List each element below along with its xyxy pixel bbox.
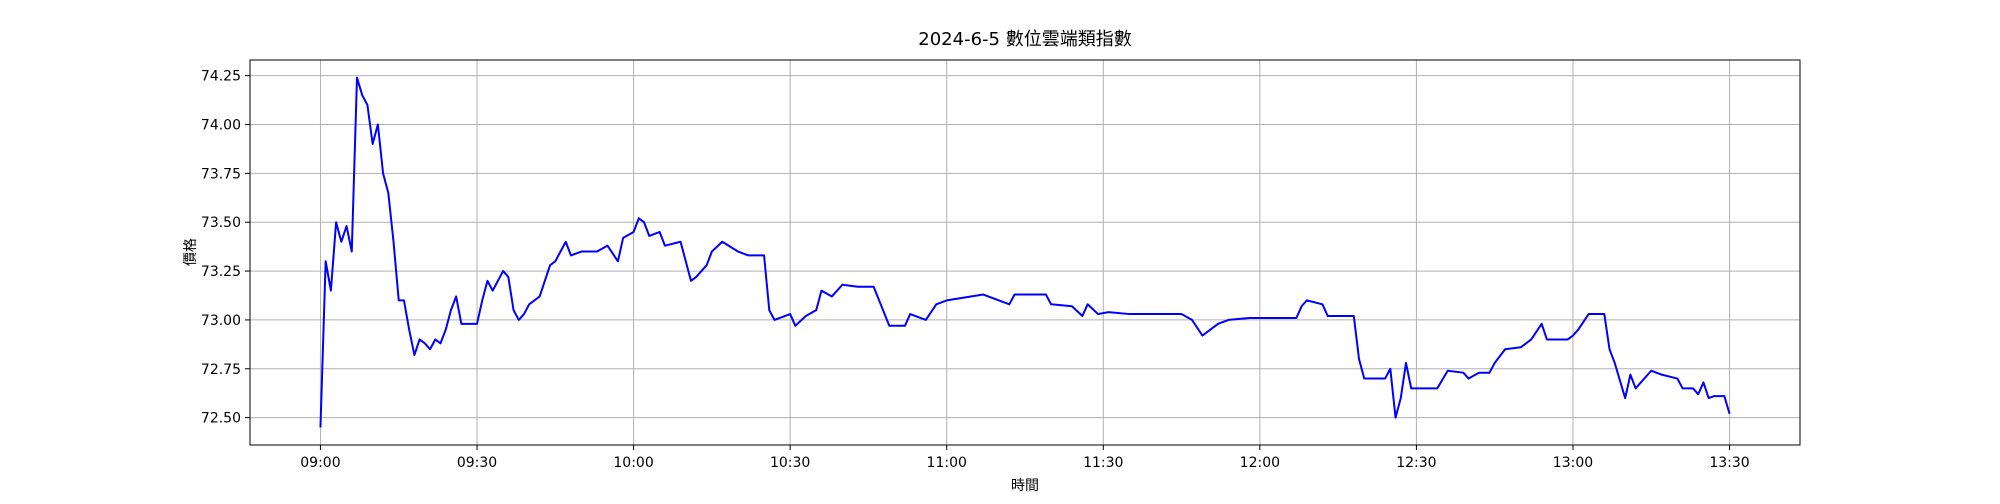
x-tick-label: 12:00 [1240,455,1280,471]
x-tick-label: 10:30 [770,455,810,471]
price-line [319,76,1731,428]
x-tick-label: 11:00 [927,455,967,471]
x-tick-label: 13:00 [1553,455,1593,471]
x-tick-label: 09:00 [300,455,340,471]
y-axis-label: 價格 [182,238,199,266]
x-axis-label: 時間 [1011,478,1039,494]
x-tick-label: 09:30 [457,455,497,471]
y-tick-label: 72.75 [201,362,241,378]
y-tick-label: 74.25 [201,69,241,85]
plot-frame [249,59,1801,446]
x-tick-label: 10:00 [613,455,653,471]
y-tick-label: 73.25 [201,264,241,280]
y-tick-label: 73.50 [201,215,241,231]
x-tick-label: 12:30 [1396,455,1436,471]
y-tick-label: 72.50 [201,411,241,427]
chart-title: 2024-6-5 數位雲端類指數 [918,29,1131,50]
x-tick-label: 13:30 [1709,455,1749,471]
y-tick-label: 73.00 [201,313,241,329]
x-tick-label: 11:30 [1083,455,1123,471]
y-tick-label: 74.00 [201,117,241,133]
y-tick-label: 73.75 [201,166,241,182]
